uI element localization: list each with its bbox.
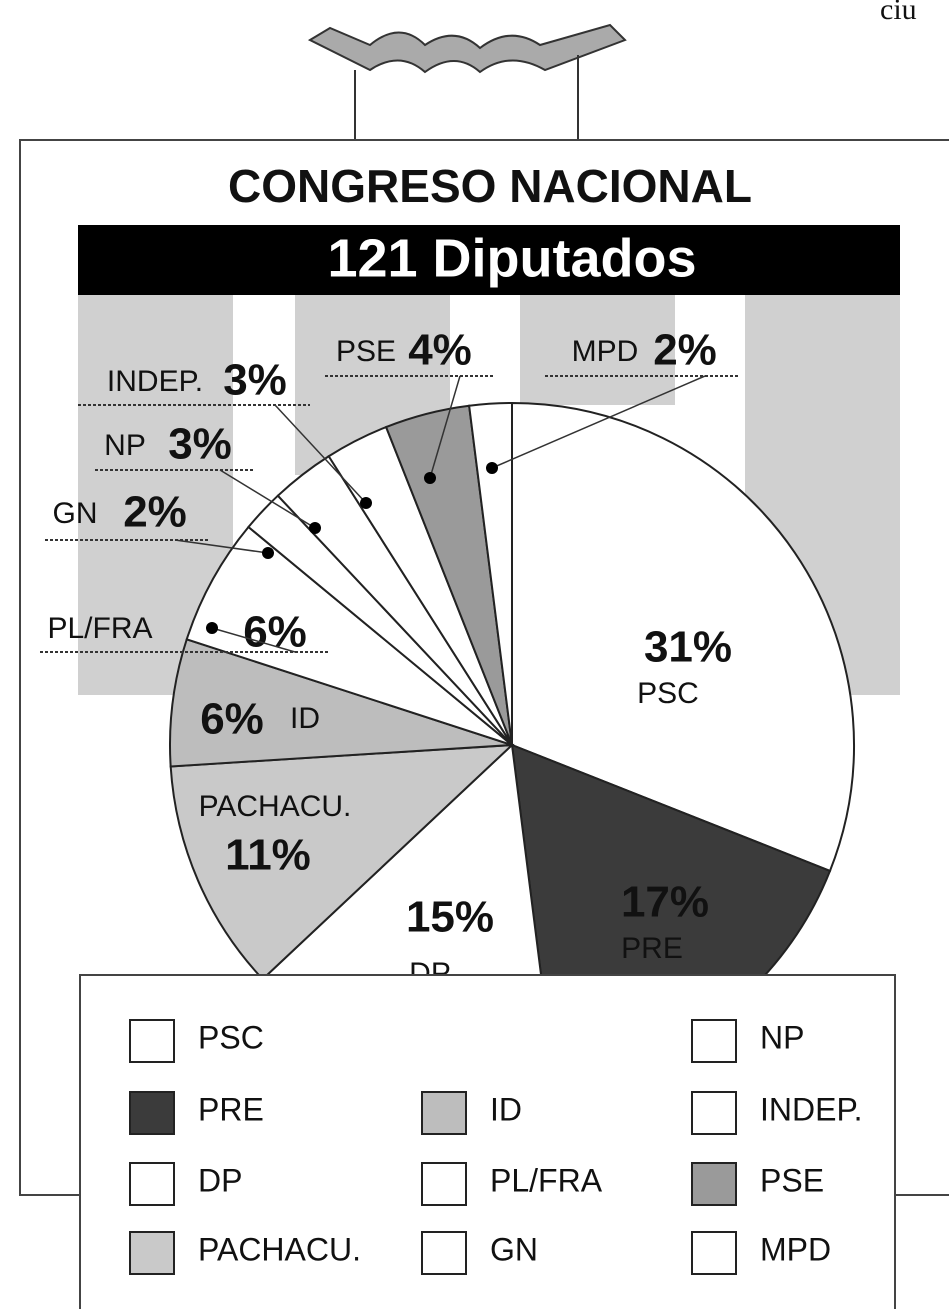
chart-subtitle: 121 Diputados	[327, 228, 696, 288]
leader-dot	[424, 472, 436, 484]
value-label: 31%	[644, 623, 732, 672]
slice-label: PSC	[637, 677, 699, 710]
legend-swatch	[130, 1232, 174, 1274]
leader-dot	[262, 547, 274, 559]
value-label: 11%	[225, 831, 311, 880]
chart: ciu CONGRESO NACIONAL 121 Diputados 31% P…	[0, 0, 949, 1309]
value-label: 2%	[653, 326, 717, 375]
legend-label: DP	[198, 1162, 242, 1198]
slice-label: PL/FRA	[47, 612, 152, 645]
value-label: 6%	[243, 608, 307, 657]
value-label: 15%	[406, 893, 494, 942]
slice-label: PRE	[621, 932, 683, 965]
legend-swatch	[130, 1163, 174, 1205]
value-label: 6%	[200, 695, 264, 744]
slice-label: INDEP.	[107, 365, 203, 398]
legend-swatch	[130, 1092, 174, 1134]
value-label: 3%	[223, 356, 287, 405]
legend-label: PACHACU.	[198, 1231, 361, 1267]
slice-label: MPD	[572, 335, 639, 368]
value-label: 4%	[408, 326, 472, 375]
legend-label: PSE	[760, 1162, 824, 1198]
legend-swatch	[422, 1092, 466, 1134]
leader-dot	[486, 462, 498, 474]
chart-title: CONGRESO NACIONAL	[228, 160, 752, 212]
slice-label: ID	[290, 702, 320, 735]
legend-label: NP	[760, 1019, 804, 1055]
legend-swatch	[692, 1092, 736, 1134]
value-label: 17%	[621, 878, 709, 927]
leader-dot	[309, 522, 321, 534]
legend-label: PL/FRA	[490, 1162, 603, 1198]
leader-dot	[360, 497, 372, 509]
leader-dot	[206, 622, 218, 634]
slice-label: PACHACU.	[199, 790, 352, 823]
legend-label: GN	[490, 1231, 538, 1267]
legend-label: MPD	[760, 1231, 831, 1267]
legend-swatch	[692, 1163, 736, 1205]
slice-label: PSE	[336, 335, 396, 368]
value-label: 3%	[168, 420, 232, 469]
slice-label: GN	[53, 497, 98, 530]
slice-label: NP	[104, 429, 146, 462]
legend-label: PSC	[198, 1019, 264, 1055]
value-label: 2%	[123, 488, 187, 537]
legend-swatch	[130, 1020, 174, 1062]
legend-swatch	[692, 1020, 736, 1062]
legend-swatch	[422, 1232, 466, 1274]
legend-label: PRE	[198, 1091, 264, 1127]
legend-swatch	[422, 1163, 466, 1205]
legend-swatch	[692, 1232, 736, 1274]
legend-label: ID	[490, 1091, 522, 1127]
page-fragment: ciu	[880, 0, 917, 26]
legend-label: INDEP.	[760, 1091, 863, 1127]
